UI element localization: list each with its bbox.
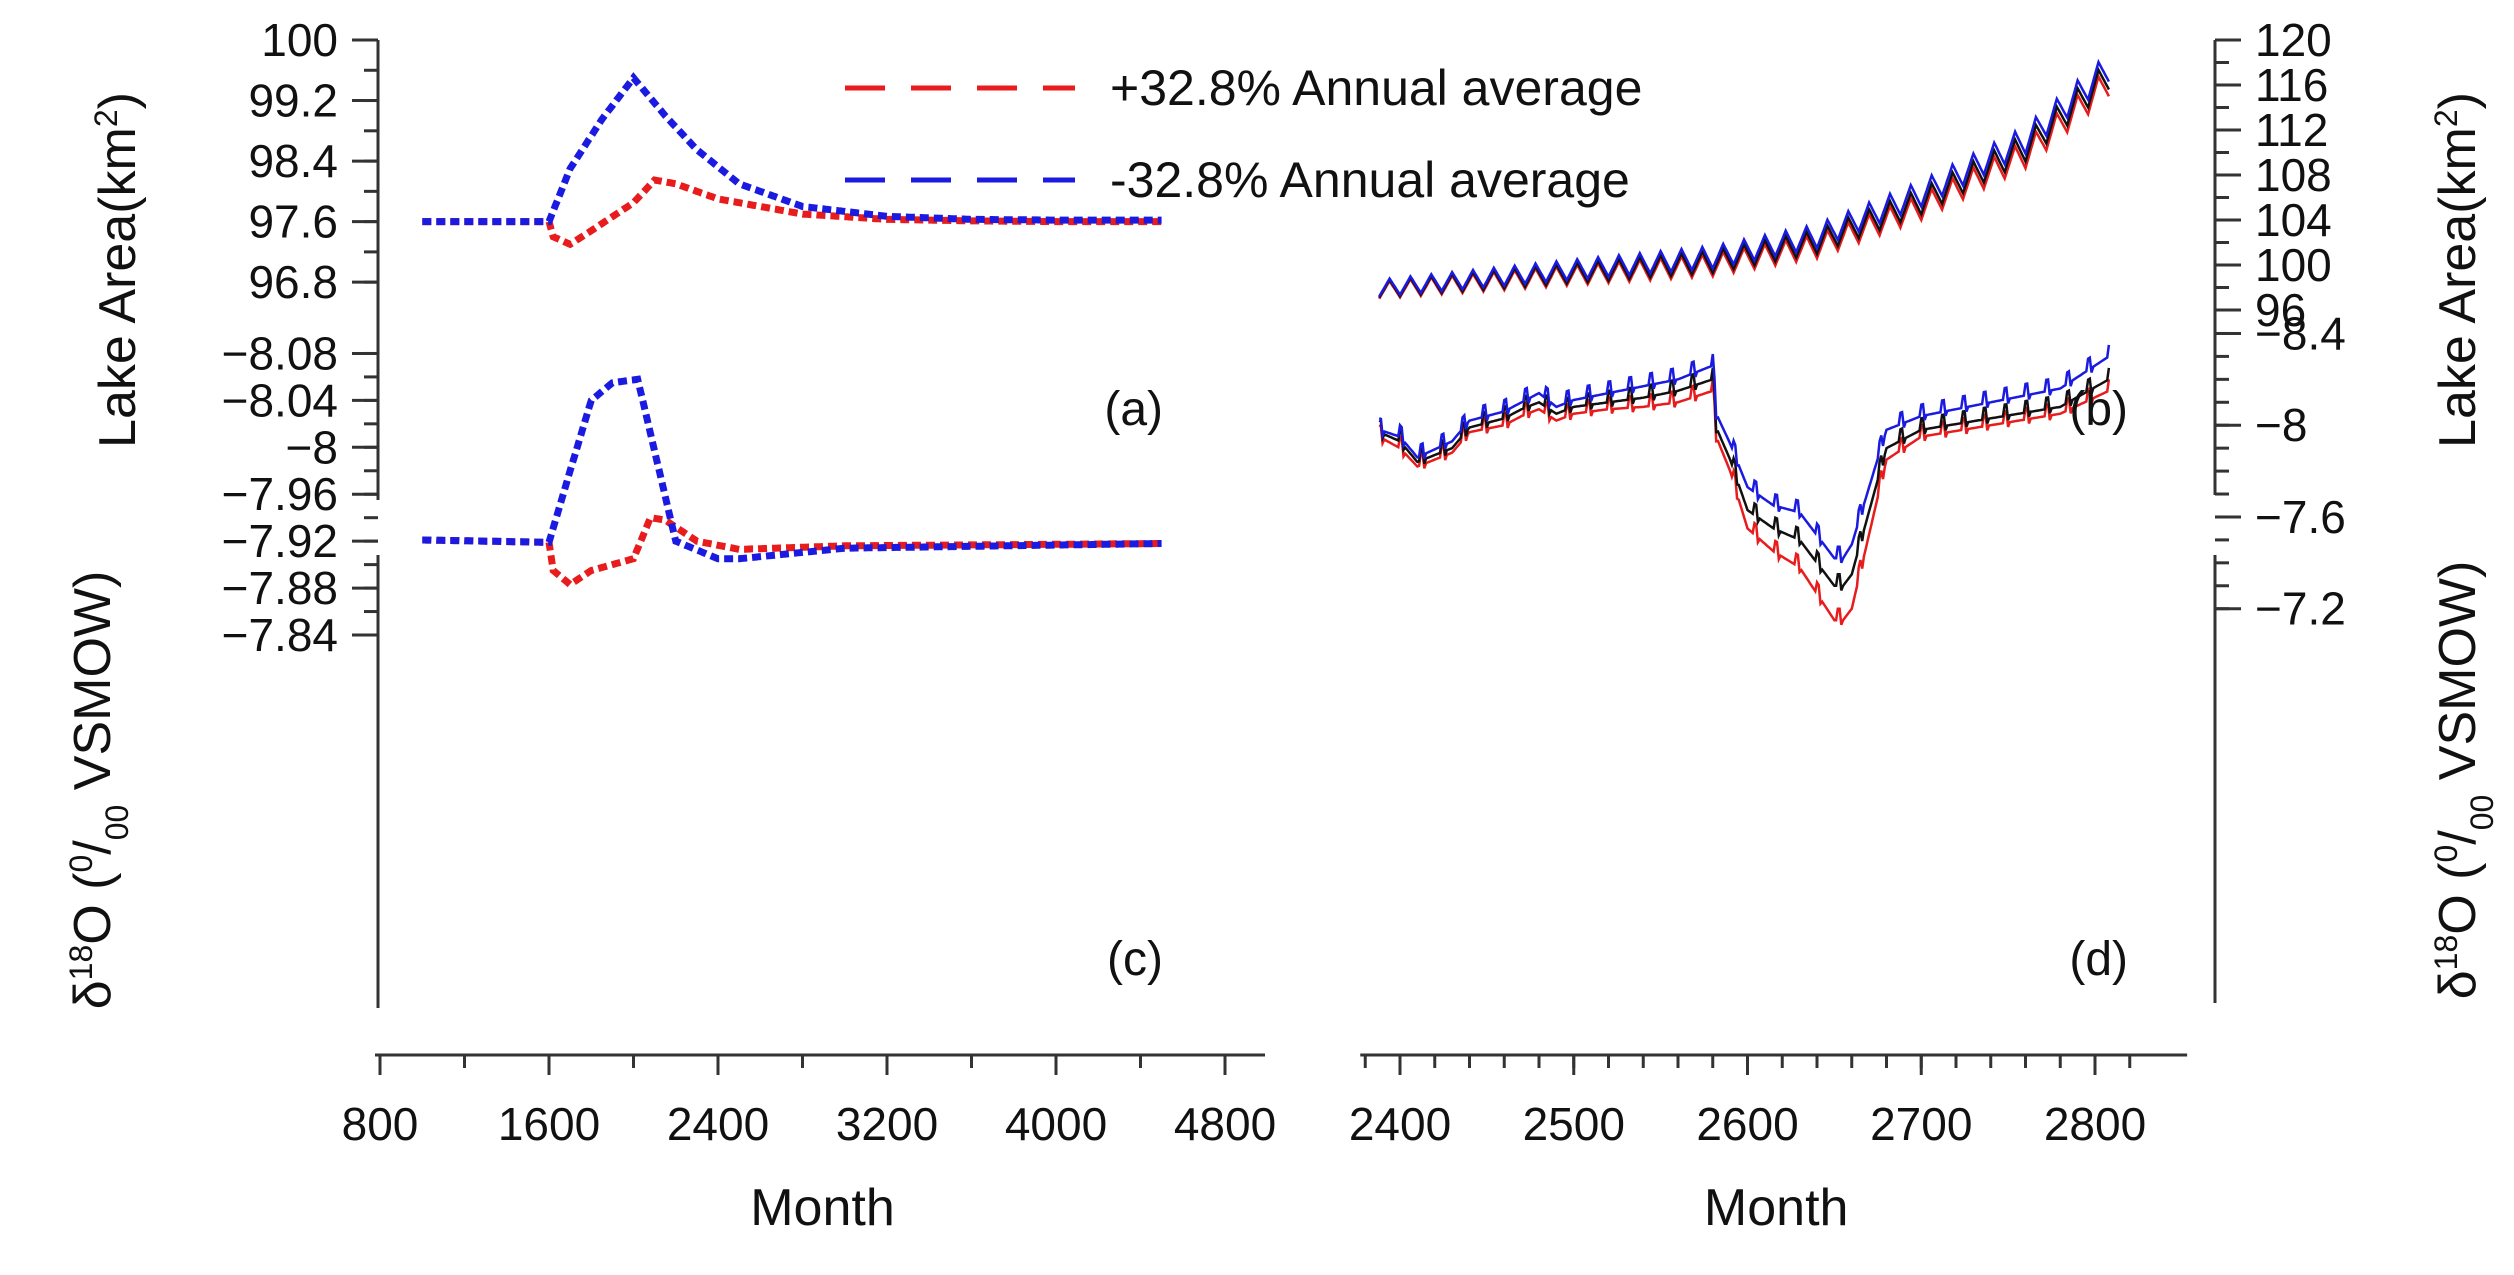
series-line-a-plus [422, 176, 1162, 249]
panel-tag-c: (c) [1107, 933, 1163, 986]
x-axis-title-left: Month [750, 1179, 895, 1237]
y-tick-label-a: 97.6 [248, 196, 338, 248]
y-tick-label-d: −8 [2255, 399, 2307, 451]
y-tick-label-b: 120 [2255, 14, 2332, 66]
x-tick-label-right: 2600 [1696, 1098, 1798, 1150]
series-line-a-minus [422, 72, 1162, 226]
x-tick-label-right: 2500 [1523, 1098, 1625, 1150]
y-tick-label-d: −7.2 [2255, 583, 2346, 635]
y-tick-label-c: −7.88 [222, 562, 338, 614]
x-tick-label-left: 4000 [1005, 1098, 1107, 1150]
legend-label-red: +32.8% Annual average [1110, 60, 1642, 116]
y-tick-label-c: −7.96 [222, 468, 338, 520]
series-line-c-minus [422, 375, 1162, 563]
x-axis-title-right: Month [1704, 1179, 1849, 1237]
series-line-d-baseline [1378, 367, 2111, 591]
y-tick-label-b: 104 [2255, 194, 2332, 246]
axes-layer [352, 38, 2241, 1075]
y-tick-label-c: −7.92 [222, 515, 338, 567]
series-layer [422, 58, 2111, 626]
y-tick-label-a: 100 [261, 14, 338, 66]
panel-tag-b: (b) [2069, 383, 2128, 436]
x-tick-label-left: 1600 [498, 1098, 600, 1150]
y-axis-title-b: Lake Area(km2) [2428, 92, 2487, 448]
x-tick-label-left: 4800 [1174, 1098, 1276, 1150]
y-axis-title-d: δ18O (0/00 VSMOW) [2428, 561, 2500, 1000]
y-tick-label-c: −8 [286, 421, 338, 473]
x-tick-label-left: 3200 [836, 1098, 938, 1150]
y-tick-label-c: −7.84 [222, 609, 338, 661]
y-tick-label-a: 99.2 [248, 75, 338, 127]
series-line-b-minus [1378, 58, 2111, 298]
y-tick-label-b: 96 [2255, 284, 2306, 336]
text-layer: 10099.298.497.696.8−8.08−8.04−8−7.96−7.9… [63, 14, 2500, 1237]
y-tick-label-d: −7.6 [2255, 491, 2346, 543]
y-tick-label-b: 116 [2255, 59, 2328, 111]
y-tick-label-c: −8.04 [222, 374, 338, 426]
legend-label-blue: -32.8% Annual average [1110, 152, 1630, 208]
x-tick-label-right: 2800 [2044, 1098, 2146, 1150]
series-line-d-minus [1378, 344, 2111, 564]
y-tick-label-a: 98.4 [248, 135, 338, 187]
y-axis-title-a: Lake Area(km2) [88, 92, 147, 448]
panel-tag-d: (d) [2069, 933, 2128, 986]
x-tick-label-right: 2400 [1349, 1098, 1451, 1150]
x-tick-label-left: 2400 [667, 1098, 769, 1150]
y-tick-label-b: 100 [2255, 239, 2332, 291]
panel-tag-a: (a) [1104, 383, 1163, 436]
y-tick-label-b: 108 [2255, 149, 2332, 201]
y-axis-title-c: δ18O (0/00 VSMOW) [63, 571, 135, 1010]
x-tick-label-right: 2700 [1870, 1098, 1972, 1150]
x-tick-label-left: 800 [342, 1098, 419, 1150]
y-tick-label-a: 96.8 [248, 256, 338, 308]
y-tick-label-b: 112 [2255, 104, 2328, 156]
y-tick-label-d: −8.4 [2255, 307, 2346, 359]
legend: +32.8% Annual average -32.8% Annual aver… [845, 60, 1642, 208]
y-tick-label-c: −8.08 [222, 327, 338, 379]
series-line-c-plus [422, 513, 1162, 590]
series-line-d-plus [1378, 379, 2111, 626]
